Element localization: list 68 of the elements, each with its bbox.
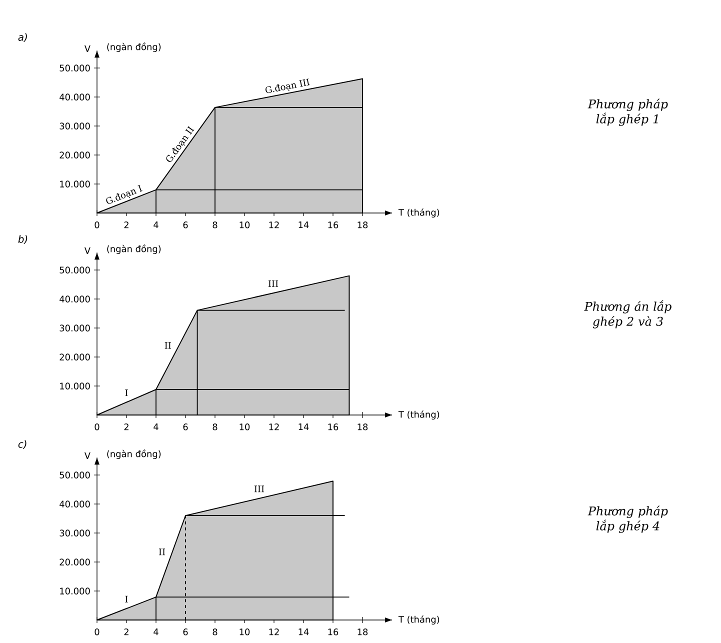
x-tick-label: 12 — [269, 222, 279, 228]
x-tick-label: 16 — [328, 424, 338, 430]
y-tick-label: 10.000 — [60, 180, 90, 188]
y-tick-label: 50.000 — [60, 266, 90, 274]
x-tick-label: 2 — [124, 222, 128, 228]
x-tick-label: 0 — [94, 222, 100, 228]
y-axis-title: V — [84, 45, 90, 52]
y-tick-label: 40.000 — [60, 296, 90, 302]
x-tick-label: 14 — [298, 424, 309, 430]
y-tick-label: 30.000 — [60, 324, 90, 332]
y-tick-label: 20.000 — [60, 354, 90, 360]
x-tick-label: 6 — [183, 222, 188, 228]
y-tick-label: 10.000 — [60, 382, 90, 390]
x-axis-title: T (tháng) — [398, 208, 440, 218]
x-tick-label: 14 — [298, 628, 309, 636]
y-tick-label: 20.000 — [60, 152, 90, 158]
annotation: II — [164, 342, 171, 349]
y-tick-label: 40.000 — [60, 500, 90, 508]
x-tick-label: 14 — [298, 222, 309, 228]
x-tick-label: 8 — [212, 424, 218, 430]
x-tick-label: 6 — [183, 628, 188, 636]
y-tick-label: 30.000 — [60, 530, 90, 536]
y-tick-label: 20.000 — [60, 558, 90, 566]
annotation: III — [254, 486, 264, 492]
x-tick-label: 10 — [240, 222, 250, 228]
annotation: G.đoạn I — [106, 184, 142, 204]
annotation: (ngàn đồng) — [107, 42, 161, 52]
y-axis-title: V — [84, 452, 90, 459]
x-tick-label: 2 — [124, 424, 128, 430]
annotation: (ngàn đồng) — [107, 244, 161, 254]
x-tick-label: 18 — [358, 628, 368, 636]
y-tick-label: 40.000 — [60, 94, 90, 100]
y-tick-label: 50.000 — [60, 64, 90, 72]
x-tick-label: 10 — [240, 424, 250, 430]
x-tick-label: 16 — [328, 222, 338, 228]
x-tick-label: 4 — [154, 424, 158, 430]
x-tick-label: 6 — [183, 424, 188, 430]
y-tick-label: 50.000 — [60, 472, 90, 478]
y-tick-label: 10.000 — [60, 588, 90, 594]
text: Phương án lắp ghép 2 và 3 — [584, 300, 672, 328]
x-tick-label: 18 — [358, 424, 368, 430]
annotation: G.đoạn III — [265, 78, 310, 94]
x-tick-label: 12 — [269, 424, 279, 430]
x-tick-label: 10 — [240, 628, 250, 636]
x-tick-label: 12 — [269, 628, 279, 636]
chart-title: a) — [18, 33, 27, 42]
x-tick-label: 2 — [124, 628, 128, 636]
x-tick-label: 0 — [94, 628, 100, 636]
y-tick-label: 30.000 — [60, 122, 90, 130]
x-tick-label: 8 — [212, 628, 218, 636]
x-tick-label: 8 — [212, 222, 218, 228]
y-axis-title: V — [84, 247, 90, 254]
annotation: II — [158, 548, 166, 556]
text: Phương pháp lắp ghép 1 — [588, 98, 668, 126]
x-tick-label: 18 — [358, 222, 368, 228]
x-tick-label: 4 — [154, 628, 158, 636]
x-tick-label: 4 — [154, 222, 158, 228]
text: Phương pháp lắp ghép 4 — [588, 506, 668, 533]
chart-title: c) — [18, 440, 26, 450]
x-axis-title: T (tháng) — [398, 410, 440, 420]
annotation: I — [125, 596, 128, 602]
annotation: (ngàn đồng) — [107, 449, 161, 459]
annotation: I — [125, 390, 128, 396]
x-axis-title: T (tháng) — [398, 615, 440, 625]
chart-title: b) — [18, 235, 28, 244]
annotation: III — [268, 280, 278, 287]
x-tick-label: 16 — [328, 628, 338, 636]
x-tick-label: 0 — [94, 424, 100, 430]
